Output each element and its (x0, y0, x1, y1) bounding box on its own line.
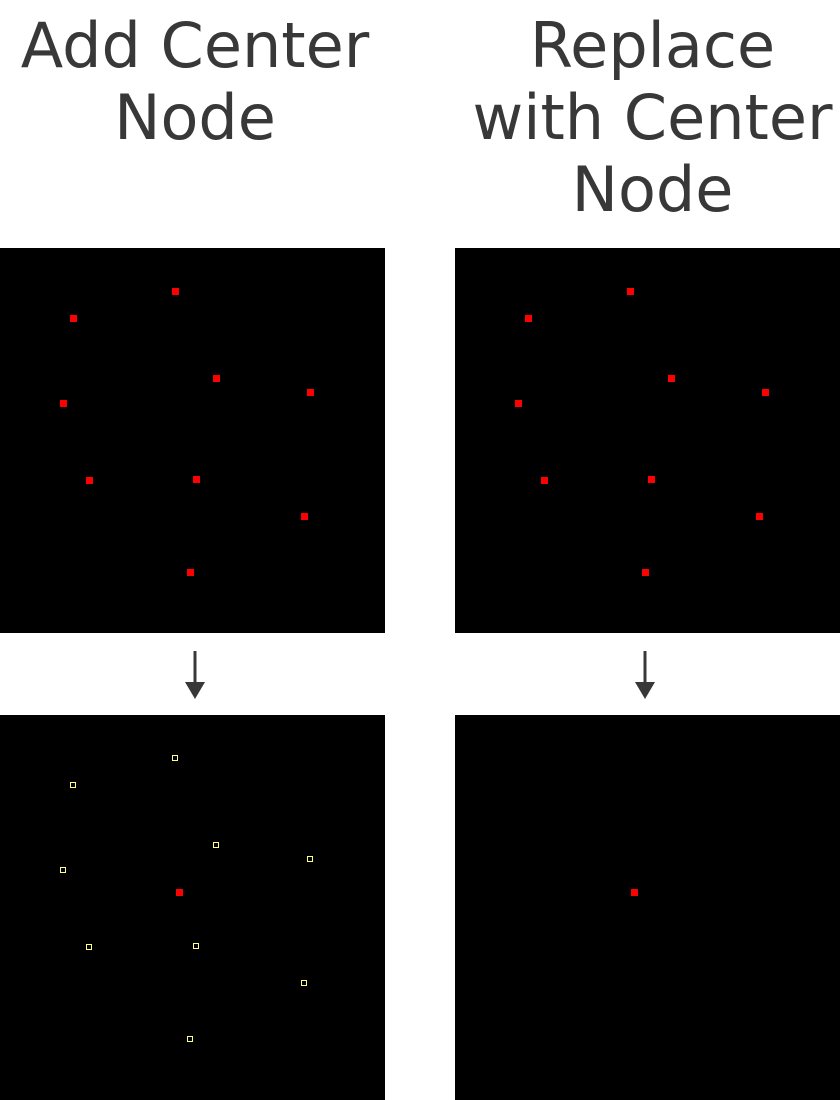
node-point (171, 287, 179, 295)
node-point (212, 374, 220, 382)
node-point (59, 399, 67, 407)
node-point (755, 512, 763, 520)
node-point (647, 475, 655, 483)
original-node-outline (301, 980, 307, 986)
node-point (186, 568, 194, 576)
node-point (641, 568, 649, 576)
down-arrow-icon (635, 651, 655, 699)
panel-add-before (0, 248, 385, 633)
node-point (524, 314, 532, 322)
node-point (192, 475, 200, 483)
node-point (514, 399, 522, 407)
original-node-outline (60, 867, 66, 873)
original-node-outline (86, 944, 92, 950)
node-point (69, 314, 77, 322)
center-node-point (630, 888, 638, 896)
node-point (85, 476, 93, 484)
title-add-center-node: Add Center Node (20, 9, 370, 154)
panel-replace-after (455, 715, 840, 1100)
node-point (306, 388, 314, 396)
node-point (626, 287, 634, 295)
original-node-outline (307, 856, 313, 862)
original-node-outline (70, 782, 76, 788)
original-node-outline (172, 755, 178, 761)
node-point (300, 512, 308, 520)
center-node-point (175, 888, 183, 896)
node-point (667, 374, 675, 382)
original-node-outline (187, 1036, 193, 1042)
original-node-outline (213, 842, 219, 848)
panel-replace-before (455, 248, 840, 633)
original-node-outline (193, 943, 199, 949)
title-replace-with-center-node: Replace with Center Node (472, 9, 833, 226)
node-point (761, 388, 769, 396)
node-point (540, 476, 548, 484)
down-arrow-icon (185, 651, 205, 699)
panel-add-after (0, 715, 385, 1100)
